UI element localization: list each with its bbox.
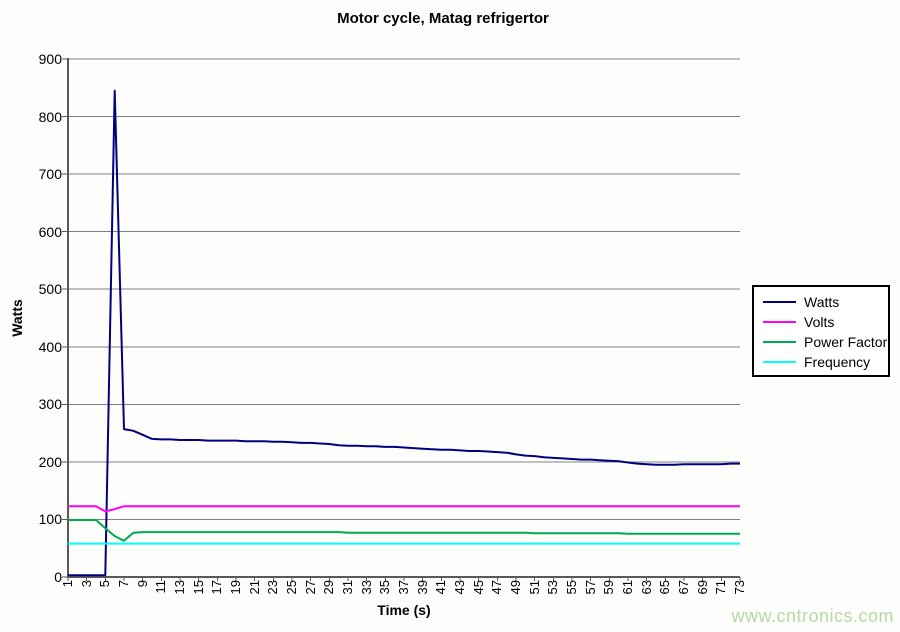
series-line-power-factor [68, 519, 740, 542]
x-tick-label: 15 [190, 580, 206, 595]
x-tick-label: 11 [153, 580, 169, 594]
legend-label: Power Factor [804, 334, 888, 350]
chart-legend: Watts Volts Power Factor Frequency [752, 285, 890, 377]
y-tick-label: 700 [38, 166, 62, 183]
watermark-text: www.cntronics.com [731, 606, 894, 626]
x-tick-label: 71 [713, 580, 729, 595]
legend-label: Frequency [804, 354, 871, 370]
x-tick-label: 63 [638, 580, 654, 595]
x-tick-label: 17 [209, 580, 225, 595]
series-line-volts [68, 505, 740, 513]
legend-entry-frequency: Frequency [763, 352, 888, 372]
legend-line-swatch [763, 301, 796, 303]
x-tick-label: 21 [246, 580, 262, 595]
x-tick-label: 55 [564, 580, 579, 595]
y-axis-title: Watts [9, 299, 25, 337]
y-tick-label: 400 [38, 338, 62, 355]
x-tick-label: 59 [601, 580, 617, 595]
y-tick-label: 600 [38, 223, 62, 240]
x-axis-title: Time (s) [377, 602, 431, 618]
legend-entry-power-factor: Power Factor [763, 332, 888, 352]
x-tick-label: 9 [134, 580, 150, 588]
x-tick-label: 53 [545, 580, 561, 595]
x-tick-label: 19 [228, 580, 243, 595]
x-tick-label: 7 [116, 580, 131, 588]
x-tick-label: 3 [78, 580, 94, 588]
x-tick-label: 51 [526, 580, 542, 595]
x-tick-label: 5 [97, 580, 113, 588]
y-tick-label: 200 [38, 453, 62, 470]
x-tick-label: 69 [694, 580, 710, 595]
x-tick-label: 1 [60, 580, 75, 588]
x-tick-label: 65 [657, 580, 673, 595]
series-line-watts [68, 89, 740, 577]
x-tick-label: 67 [676, 580, 691, 595]
legend-line-swatch [763, 341, 796, 343]
legend-line-swatch [763, 361, 796, 363]
y-tick-label: 900 [38, 51, 62, 67]
x-tick-label: 61 [620, 580, 635, 595]
legend-line-swatch [763, 321, 796, 323]
y-tick-label: 800 [38, 108, 62, 125]
x-tick-label: 23 [265, 580, 281, 595]
legend-label: Volts [804, 314, 835, 330]
x-tick-label: 13 [172, 580, 187, 595]
legend-label: Watts [804, 294, 840, 310]
legend-entry-volts: Volts [763, 312, 888, 332]
x-tick-label: 49 [508, 580, 523, 595]
y-tick-label: 500 [38, 281, 62, 298]
x-tick-label: 25 [284, 580, 299, 595]
y-tick-label: 0 [54, 569, 62, 585]
legend-entry-watts: Watts [763, 292, 888, 312]
y-tick-label: 300 [38, 396, 62, 413]
x-tick-label: 57 [582, 580, 598, 595]
y-tick-label: 100 [38, 511, 62, 528]
chart-title: Motor cycle, Matag refrigertor [337, 10, 549, 27]
